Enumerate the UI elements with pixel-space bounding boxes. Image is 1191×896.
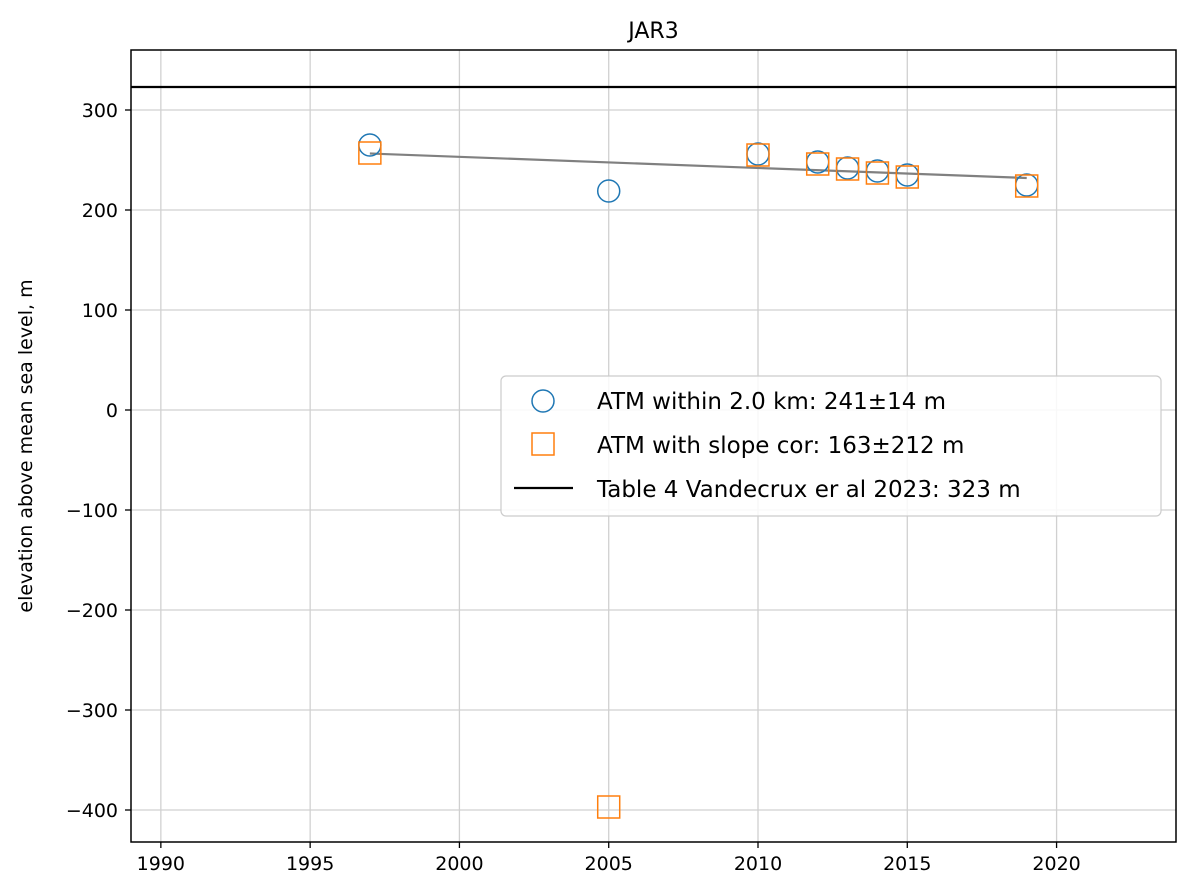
legend-box [500,375,1162,517]
x-tick-label: 2015 [883,853,931,875]
y-tick-label: −300 [66,700,118,722]
legend-circle-marker [531,389,555,413]
x-tick-label: 1990 [137,853,185,875]
plot-area [131,85,1176,819]
legend-label-reference: Table 4 Vandecrux er al 2023: 323 m [596,477,1021,503]
legend-label-atm-within: ATM within 2.0 km: 241±14 m [597,389,946,415]
x-tick-label: 2005 [585,853,633,875]
y-tick-label: −100 [66,500,118,522]
y-tick-label: 0 [106,400,118,422]
legend: ATM within 2.0 km: 241±14 m ATM with slo… [500,375,1162,517]
atm-slope-cor-point [746,143,770,167]
atm-slope-cor-point [835,157,860,181]
atm-slope-cor-point [596,795,621,819]
atm-slope-cor-point [358,141,382,165]
atm-slope-cor-point [805,152,830,176]
y-axis-label: elevation above mean sea level, m [15,279,37,612]
y-tick-label: 200 [82,200,118,222]
axis-ticks: 1990 1995 2000 2005 2010 2015 2020−400−300−200… [66,100,1081,875]
trend-line [369,152,1027,180]
y-tick-label: −200 [66,600,118,622]
x-tick-label: 2020 [1032,853,1080,875]
y-tick-label: −400 [66,800,118,822]
y-tick-label: 300 [82,100,118,122]
x-tick-label: 1995 [286,853,334,875]
legend-label-slope-cor: ATM with slope cor: 163±212 m [597,433,964,459]
legend-square-marker [531,432,555,456]
axes-frame [130,49,1177,843]
chart-title: JAR3 [626,19,678,44]
atm-slope-cor-point [865,161,890,185]
atm-slope-cor-point [1014,174,1039,198]
y-tick-label: 100 [82,300,118,322]
atm-slope-cor-point [895,165,920,189]
x-tick-label: 2000 [435,853,483,875]
x-tick-label: 2010 [734,853,782,875]
atm-within-point [596,179,621,203]
